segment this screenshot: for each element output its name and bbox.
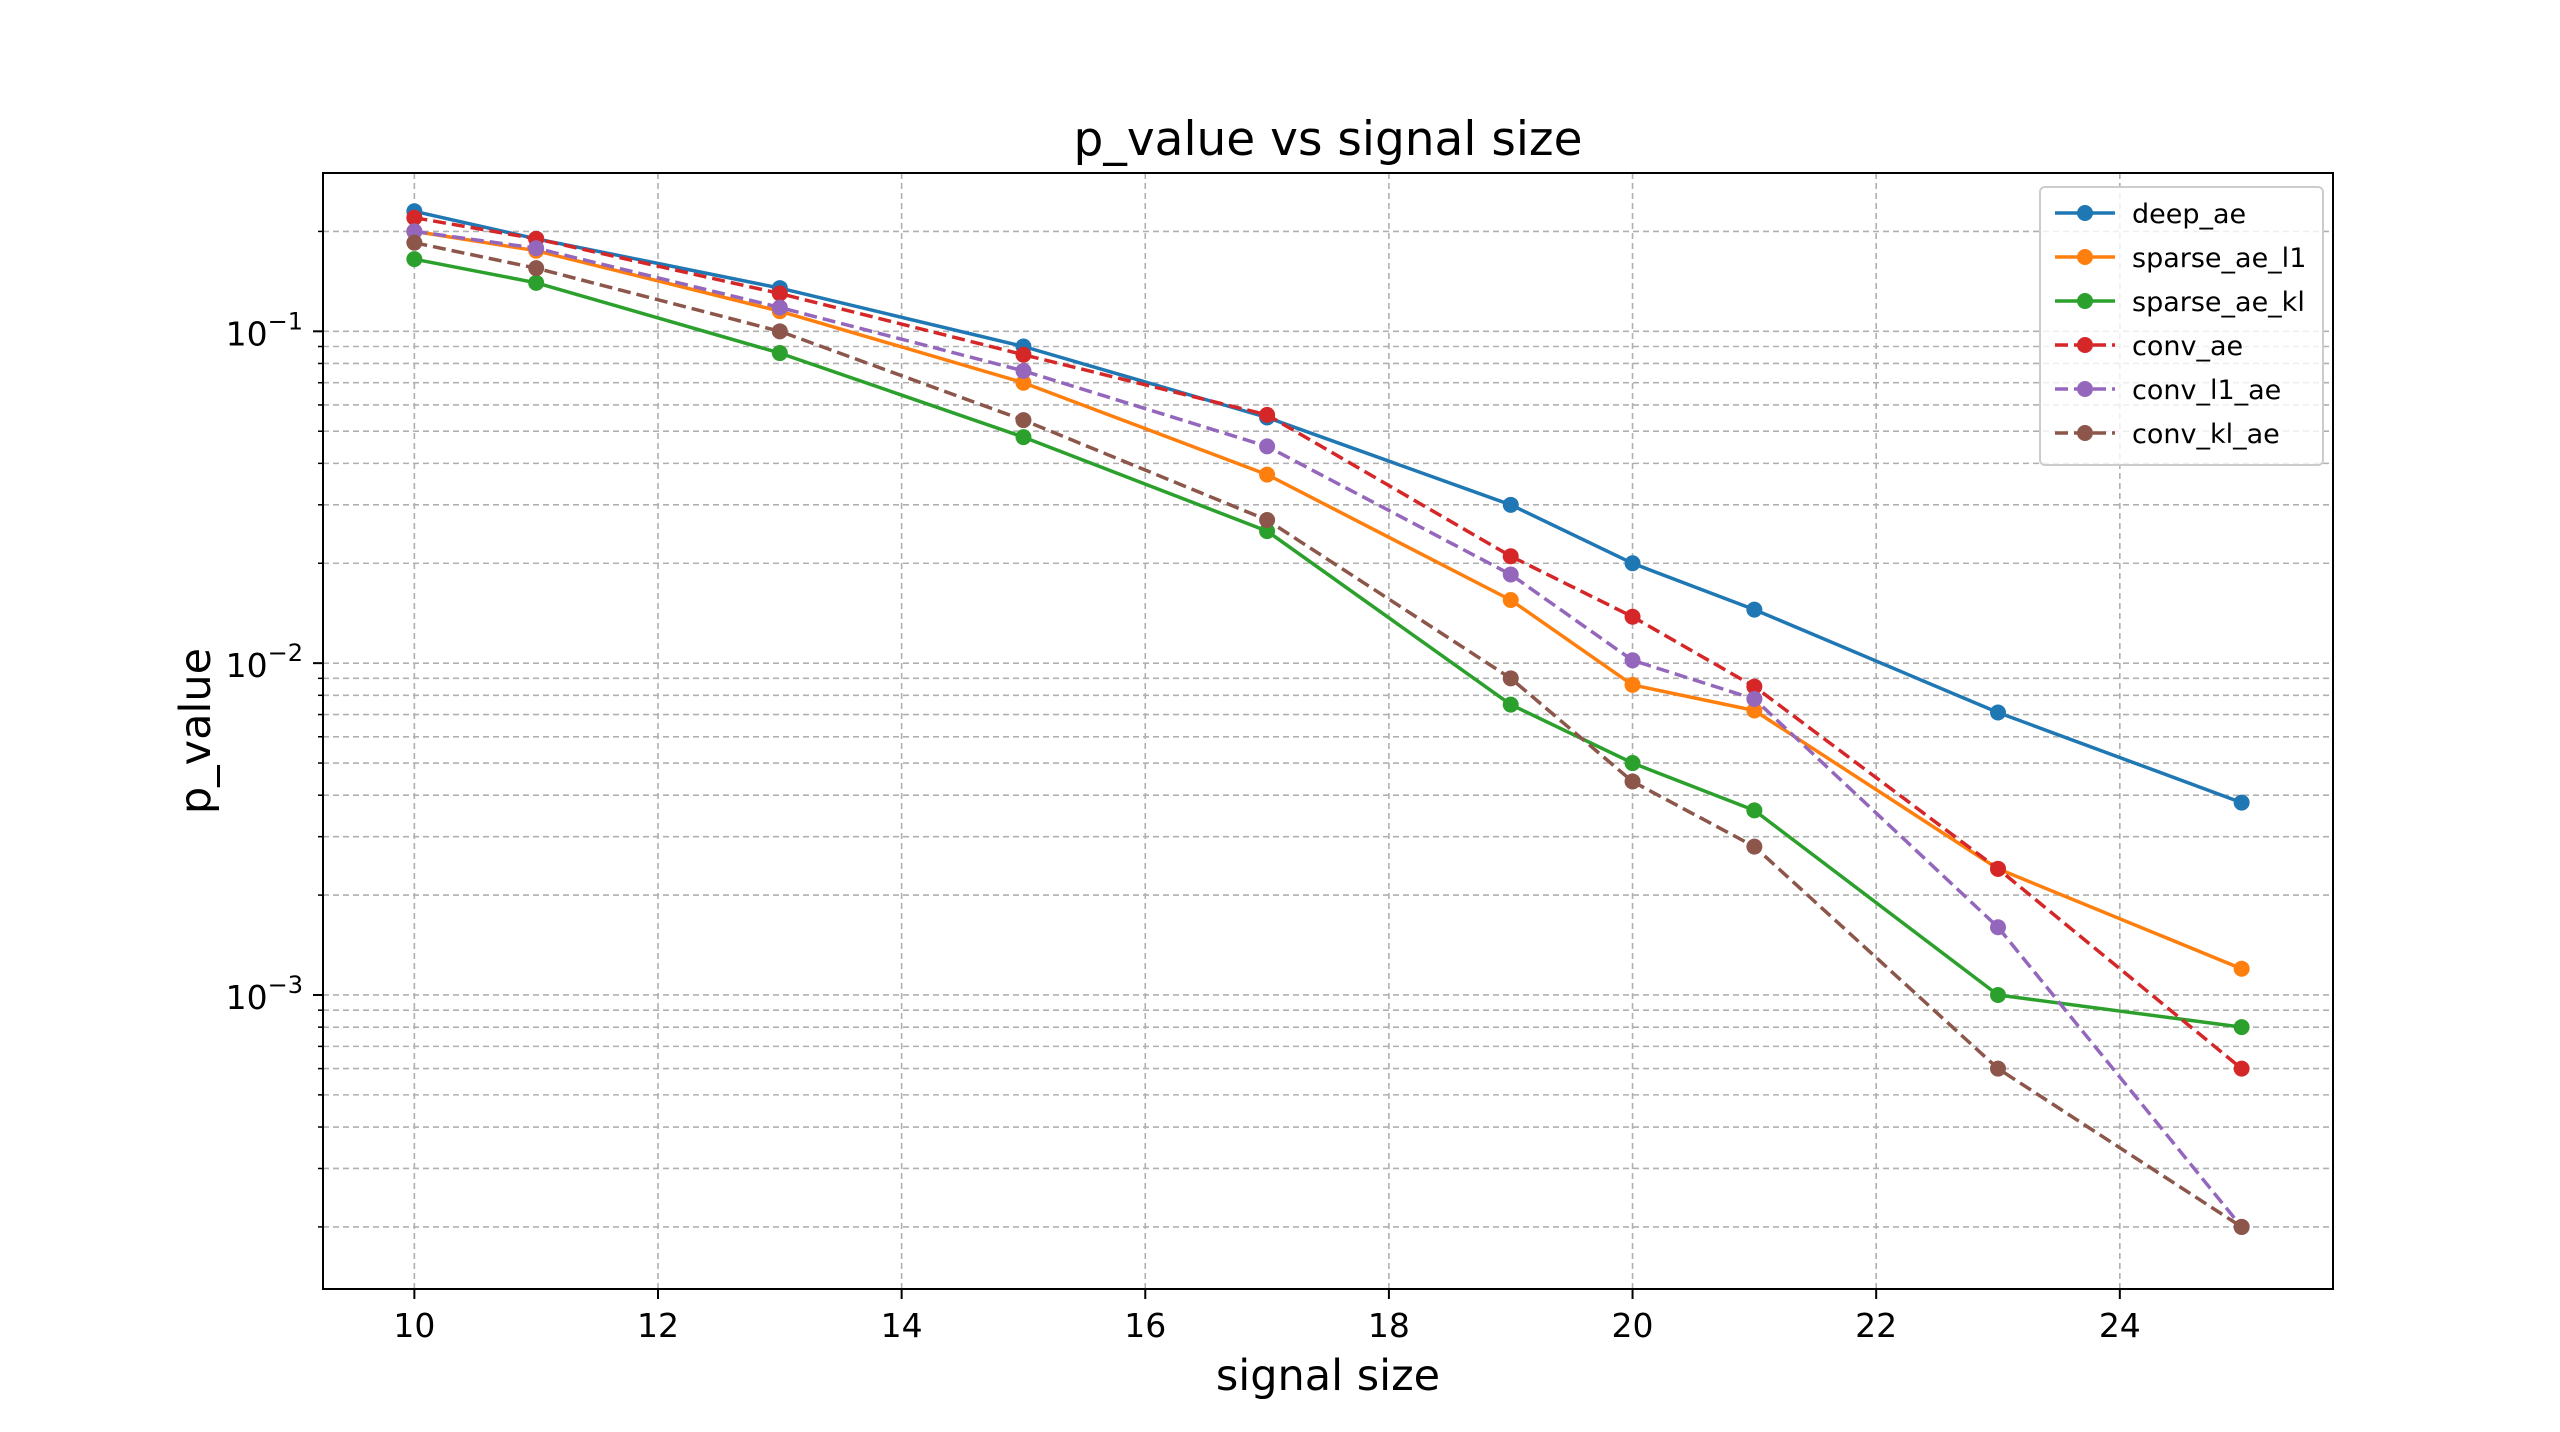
legend-item: conv_l1_ae [2055, 375, 2281, 406]
data-point [2233, 960, 2250, 977]
legend-item: sparse_ae_kl [2055, 287, 2305, 318]
series-line [414, 215, 2243, 1070]
data-point [1746, 838, 1763, 855]
legend-label: conv_ae [2132, 331, 2243, 362]
data-point [1502, 591, 1519, 608]
data-point [1259, 406, 1276, 423]
data-point [1624, 608, 1641, 625]
legend-swatch-marker [2077, 249, 2093, 265]
data-point [1624, 555, 1641, 572]
data-point [2233, 1218, 2250, 1235]
series-conv-ae [406, 209, 2250, 1077]
legend-item: deep_ae [2055, 199, 2246, 230]
legend-label: conv_l1_ae [2132, 375, 2281, 406]
data-point [1990, 704, 2006, 721]
data-point [1624, 755, 1641, 772]
data-point [1746, 601, 1763, 618]
y-axis-label: p_value [171, 648, 221, 814]
legend-swatch-marker [2077, 381, 2093, 397]
data-point [1015, 362, 1032, 379]
plot-area [323, 173, 2333, 1289]
data-point [1624, 773, 1641, 790]
data-point [2233, 1019, 2250, 1036]
data-point [1259, 523, 1276, 540]
data-point [1015, 429, 1032, 446]
legend-item: conv_kl_ae [2055, 419, 2280, 450]
x-tick-label: 24 [2099, 1306, 2141, 1345]
data-point [1624, 676, 1641, 693]
series-line [414, 209, 2243, 805]
series-conv-kl-ae [406, 234, 2250, 1235]
series-line [414, 240, 2243, 1229]
data-point [1502, 566, 1519, 583]
legend: deep_ae sparse_ae_l1 sparse_ae_kl conv_aeco… [2039, 186, 2324, 466]
data-point [1990, 986, 2006, 1003]
data-point [771, 323, 788, 340]
y-tick-label: 10−2 [226, 639, 303, 685]
data-point [771, 345, 788, 362]
series-line [414, 257, 2242, 1029]
data-point [1990, 860, 2006, 877]
legend-swatch-marker [2077, 205, 2093, 221]
x-tick-label: 12 [637, 1306, 679, 1345]
data-point [1259, 512, 1276, 529]
series-sparse-ae-kl [406, 251, 2250, 1036]
data-point [406, 251, 423, 268]
data-point [406, 223, 423, 240]
plot-frame [322, 172, 2334, 1290]
series-line [414, 229, 2243, 971]
x-axis-label: signal size [1216, 1351, 1440, 1401]
data-point [771, 299, 788, 316]
legend-label: sparse_ae_l1 [2132, 243, 2306, 274]
data-point [528, 260, 545, 277]
data-point [1624, 652, 1641, 669]
legend-label: sparse_ae_kl [2132, 287, 2305, 318]
data-point [528, 274, 545, 291]
x-tick-label: 10 [393, 1306, 435, 1345]
data-point [1746, 690, 1763, 707]
legend-swatch-marker [2077, 293, 2093, 309]
legend-swatch-marker [2077, 337, 2093, 353]
data-point [1259, 466, 1276, 483]
legend-item: sparse_ae_l1 [2055, 243, 2306, 274]
x-tick-label: 18 [1368, 1306, 1410, 1345]
legend-item: conv_ae [2055, 331, 2243, 362]
x-tick-label: 14 [881, 1306, 923, 1345]
data-point [1990, 1060, 2006, 1077]
data-point [771, 285, 788, 302]
series-line [414, 229, 2243, 1229]
axis-ticks: 10 12 14 16 18 20 22 24 10−1 10−2 10−3 [226, 230, 2141, 1345]
data-point [1746, 678, 1763, 695]
data-point [1746, 802, 1763, 819]
chart-title: p_value vs signal size [1074, 112, 1583, 167]
y-tick-label: 10−3 [226, 971, 303, 1017]
y-tick-label: 10−1 [226, 307, 303, 353]
grid [323, 173, 2333, 1289]
data-point [1015, 412, 1032, 429]
data-point [1502, 496, 1519, 513]
data-point [1502, 670, 1519, 687]
data-point [2233, 1060, 2250, 1077]
data-point [1502, 548, 1519, 565]
data-point [1502, 696, 1519, 713]
series-group [406, 203, 2250, 1235]
data-point [528, 240, 545, 257]
data-point [406, 209, 423, 226]
legend-label: conv_kl_ae [2132, 419, 2280, 450]
data-point [1746, 702, 1763, 719]
x-tick-label: 16 [1124, 1306, 1166, 1345]
data-point [1990, 919, 2006, 936]
data-point [1259, 438, 1276, 455]
data-point [1015, 374, 1032, 391]
data-point [406, 234, 423, 251]
data-point [1015, 346, 1032, 363]
legend-label: deep_ae [2132, 199, 2246, 230]
x-tick-label: 22 [1855, 1306, 1897, 1345]
legend-swatch-marker [2077, 425, 2093, 441]
data-point [2233, 794, 2250, 811]
x-tick-label: 20 [1612, 1306, 1654, 1345]
